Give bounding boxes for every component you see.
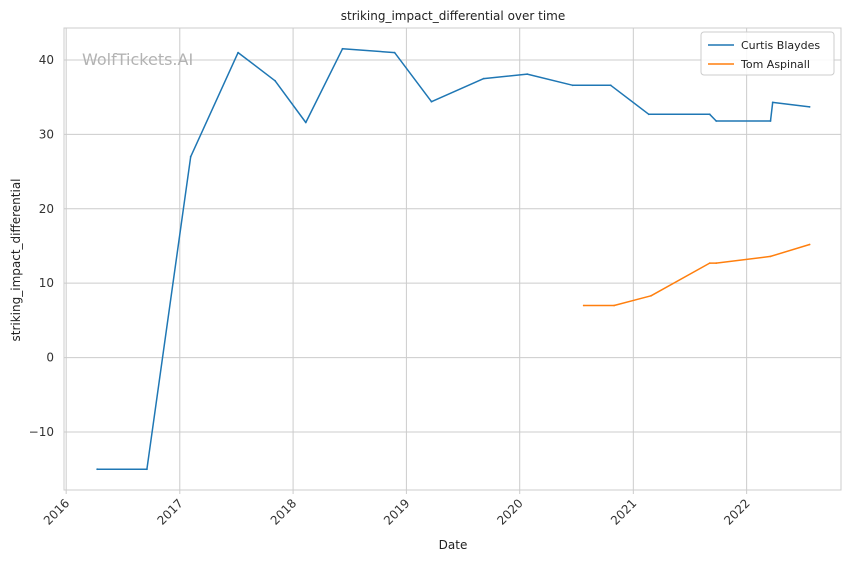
data-point-tom-aspinall	[808, 243, 811, 246]
data-point-tom-aspinall	[708, 262, 711, 264]
data-point-curtis-blaydes	[304, 121, 307, 124]
data-point-curtis-blaydes	[482, 77, 485, 80]
data-point-tom-aspinall	[613, 304, 615, 307]
legend: Curtis Blaydes Tom Aspinall	[700, 31, 835, 76]
data-point-tom-aspinall	[650, 294, 652, 297]
data-point-curtis-blaydes	[571, 84, 574, 87]
x-axis-label: Date	[439, 538, 468, 552]
legend-label-tom-aspinall: Tom Aspinall	[740, 58, 810, 71]
y-tick-label: 0	[46, 351, 54, 365]
data-point-curtis-blaydes	[274, 79, 276, 82]
chart-title: striking_impact_differential over time	[341, 9, 566, 23]
legend-label-curtis-blaydes: Curtis Blaydes	[741, 39, 820, 52]
data-point-curtis-blaydes	[189, 155, 192, 158]
data-point-curtis-blaydes	[96, 468, 99, 471]
y-tick-label: 30	[39, 127, 54, 141]
data-point-curtis-blaydes	[393, 51, 396, 54]
y-tick-label: 20	[39, 202, 54, 216]
legend-box	[700, 31, 835, 76]
y-tick-label: 40	[39, 53, 54, 67]
data-point-curtis-blaydes	[341, 47, 344, 50]
data-point-curtis-blaydes	[146, 468, 148, 471]
y-tick-label: 10	[39, 276, 54, 290]
data-point-curtis-blaydes	[808, 106, 811, 108]
data-point-tom-aspinall	[769, 255, 772, 258]
y-axis-label: striking_impact_differential	[9, 178, 23, 341]
data-point-curtis-blaydes	[237, 51, 240, 54]
data-point-curtis-blaydes	[526, 73, 529, 75]
data-point-curtis-blaydes	[769, 120, 772, 122]
data-point-curtis-blaydes	[647, 113, 650, 116]
data-point-curtis-blaydes	[609, 84, 612, 87]
data-point-curtis-blaydes	[430, 100, 433, 103]
data-point-tom-aspinall	[582, 304, 585, 307]
plot-frame	[63, 27, 842, 491]
data-point-curtis-blaydes	[708, 113, 711, 116]
y-tick-label: −10	[29, 425, 54, 439]
data-point-curtis-blaydes	[715, 120, 718, 122]
data-point-tom-aspinall	[715, 262, 718, 264]
watermark: WolfTickets.AI	[82, 50, 193, 69]
data-point-curtis-blaydes	[771, 101, 774, 104]
series-layer	[96, 47, 811, 471]
